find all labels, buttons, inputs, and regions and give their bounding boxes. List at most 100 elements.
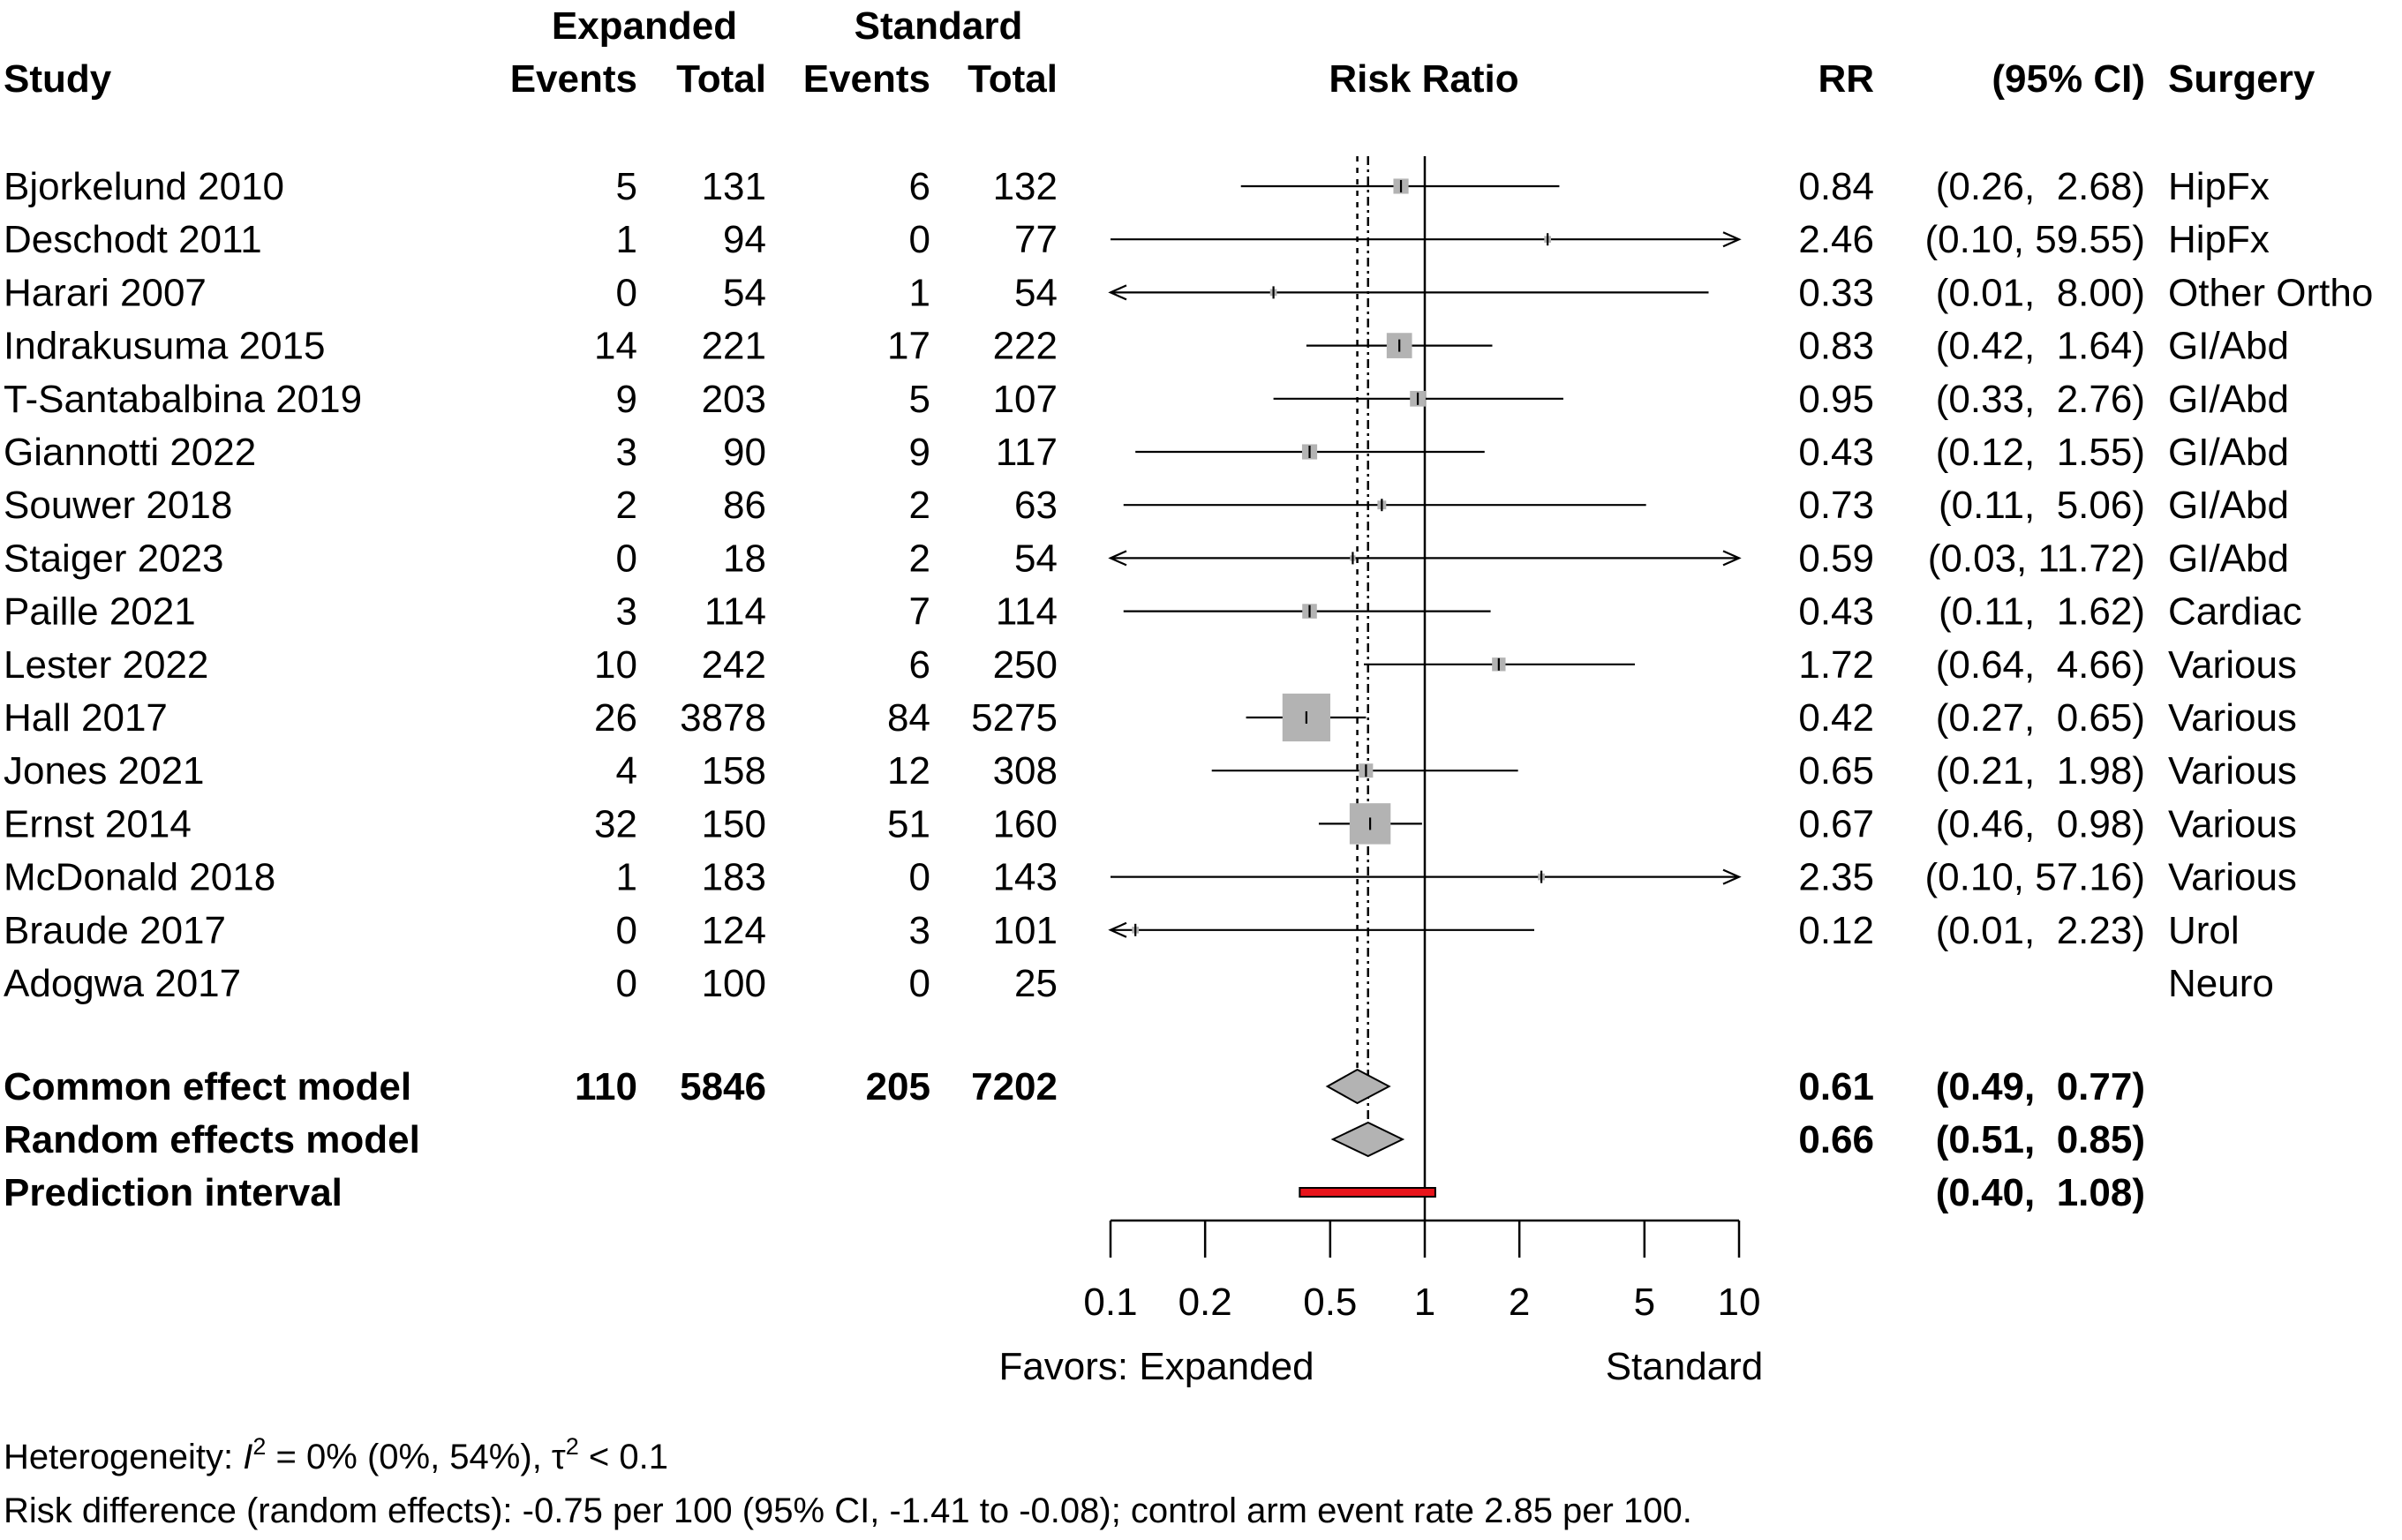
expanded-total: 54 <box>723 271 766 314</box>
ci-arrow-icon <box>1722 550 1742 567</box>
expanded-events: 0 <box>616 909 637 952</box>
summary-diamond <box>1330 1121 1405 1158</box>
rr-value: 0.33 <box>1798 271 1874 314</box>
study-rows: Bjorkelund 2010 5 131 6 132 0.84 (0.26, 2.68) H… <box>4 165 2373 1214</box>
rr-value: 0.65 <box>1798 749 1874 793</box>
expanded-events: 3 <box>616 431 637 474</box>
rr-value: 0.84 <box>1798 165 1874 208</box>
surgery-type: Cardiac <box>2168 590 2302 634</box>
summary-expanded-total: 5846 <box>680 1065 766 1108</box>
summary-diamond <box>1325 1068 1391 1105</box>
ci-value: (0.10, 59.55) <box>1925 218 2146 261</box>
study-name: Deschodt 2011 <box>4 218 262 261</box>
summary-rr-value: 0.61 <box>1798 1065 1874 1108</box>
header-ci: (95% CI) <box>1992 57 2145 101</box>
ci-arrow-icon <box>1108 921 1127 938</box>
standard-events: 0 <box>909 962 930 1005</box>
expanded-events: 9 <box>616 378 637 421</box>
study-name: Jones 2021 <box>4 749 205 793</box>
header-study: Study <box>4 57 112 101</box>
plot-area <box>1108 156 1742 1221</box>
study-name: Harari 2007 <box>4 271 207 314</box>
surgery-type: Urol <box>2168 909 2240 952</box>
surgery-type: GI/Abd <box>2168 378 2289 421</box>
surgery-type: GI/Abd <box>2168 484 2289 527</box>
standard-total: 63 <box>1014 484 1058 527</box>
standard-total: 54 <box>1014 537 1058 580</box>
x-axis-tick-label: 10 <box>1718 1281 1761 1324</box>
expanded-events: 0 <box>616 962 637 1005</box>
ci-value: (0.33, 2.76) <box>1936 378 2145 421</box>
summary-ci-value: (0.51, 0.85) <box>1936 1118 2145 1161</box>
favors-standard-label: Standard <box>1606 1345 1764 1388</box>
x-axis-tick-label: 2 <box>1509 1281 1530 1324</box>
study-name: Hall 2017 <box>4 696 168 740</box>
ci-arrow-icon <box>1108 284 1127 301</box>
study-name: McDonald 2018 <box>4 856 275 899</box>
rr-value: 0.59 <box>1798 537 1874 580</box>
study-name: Staiger 2023 <box>4 537 224 580</box>
study-name: Braude 2017 <box>4 909 226 952</box>
expanded-events: 14 <box>594 325 637 368</box>
expanded-total: 90 <box>723 431 766 474</box>
rr-value: 0.83 <box>1798 325 1874 368</box>
expanded-events: 26 <box>594 696 637 740</box>
expanded-total: 94 <box>723 218 766 261</box>
expanded-total: 242 <box>702 643 766 687</box>
summary-rr-value: 0.66 <box>1798 1118 1874 1161</box>
x-axis: 0.1 0.2 0.5 1 2 5 10 <box>1083 1219 1761 1324</box>
i2-superscript: 2 <box>252 1433 266 1460</box>
expanded-events: 5 <box>616 165 637 208</box>
expanded-events: 1 <box>616 218 637 261</box>
tau-superscript: 2 <box>566 1433 579 1460</box>
summary-label: Random effects model <box>4 1118 420 1161</box>
header-standard: Standard <box>855 4 1023 48</box>
surgery-type: Various <box>2168 696 2297 740</box>
header-surgery: Surgery <box>2168 57 2315 101</box>
expanded-events: 0 <box>616 537 637 580</box>
surgery-type: Neuro <box>2168 962 2274 1005</box>
standard-events: 9 <box>909 431 930 474</box>
heterogeneity-prefix: Heterogeneity: <box>4 1438 243 1476</box>
rr-value: 2.35 <box>1798 856 1874 899</box>
standard-events: 2 <box>909 484 930 527</box>
expanded-total: 3878 <box>680 696 766 740</box>
standard-total: 222 <box>993 325 1058 368</box>
standard-total: 114 <box>996 590 1058 634</box>
ci-value: (0.01, 2.23) <box>1936 909 2145 952</box>
risk-difference-note: Risk difference (random effects): -0.75 … <box>4 1491 1692 1530</box>
standard-total: 250 <box>993 643 1058 687</box>
x-axis-tick-label: 5 <box>1634 1281 1655 1324</box>
i2-symbol: I <box>243 1438 252 1476</box>
surgery-type: Various <box>2168 643 2297 687</box>
rr-value: 2.46 <box>1798 218 1874 261</box>
expanded-events: 32 <box>594 802 637 845</box>
favors-expanded-label: Favors: Expanded <box>998 1345 1314 1388</box>
rr-value: 0.43 <box>1798 590 1874 634</box>
standard-events: 5 <box>909 378 930 421</box>
rr-value: 0.12 <box>1798 909 1874 952</box>
study-name: Souwer 2018 <box>4 484 232 527</box>
standard-events: 0 <box>909 218 930 261</box>
expanded-total: 114 <box>704 590 766 634</box>
expanded-events: 3 <box>616 590 637 634</box>
standard-total: 308 <box>993 749 1058 793</box>
standard-events: 2 <box>909 537 930 580</box>
expanded-total: 158 <box>702 749 766 793</box>
tau-symbol: τ <box>552 1438 566 1476</box>
standard-events: 51 <box>887 802 930 845</box>
x-axis-tick-label: 0.1 <box>1083 1281 1137 1324</box>
expanded-total: 203 <box>702 378 766 421</box>
expanded-total: 221 <box>702 325 766 368</box>
standard-events: 6 <box>909 643 930 687</box>
ci-arrow-icon <box>1108 550 1127 567</box>
ci-value: (0.27, 0.65) <box>1936 696 2145 740</box>
header-std-events: Events <box>803 57 930 101</box>
rr-value: 1.72 <box>1798 643 1874 687</box>
study-name: Giannotti 2022 <box>4 431 256 474</box>
tau-value: < 0.1 <box>579 1438 668 1476</box>
standard-total: 5275 <box>971 696 1058 740</box>
surgery-type: HipFx <box>2168 218 2270 261</box>
